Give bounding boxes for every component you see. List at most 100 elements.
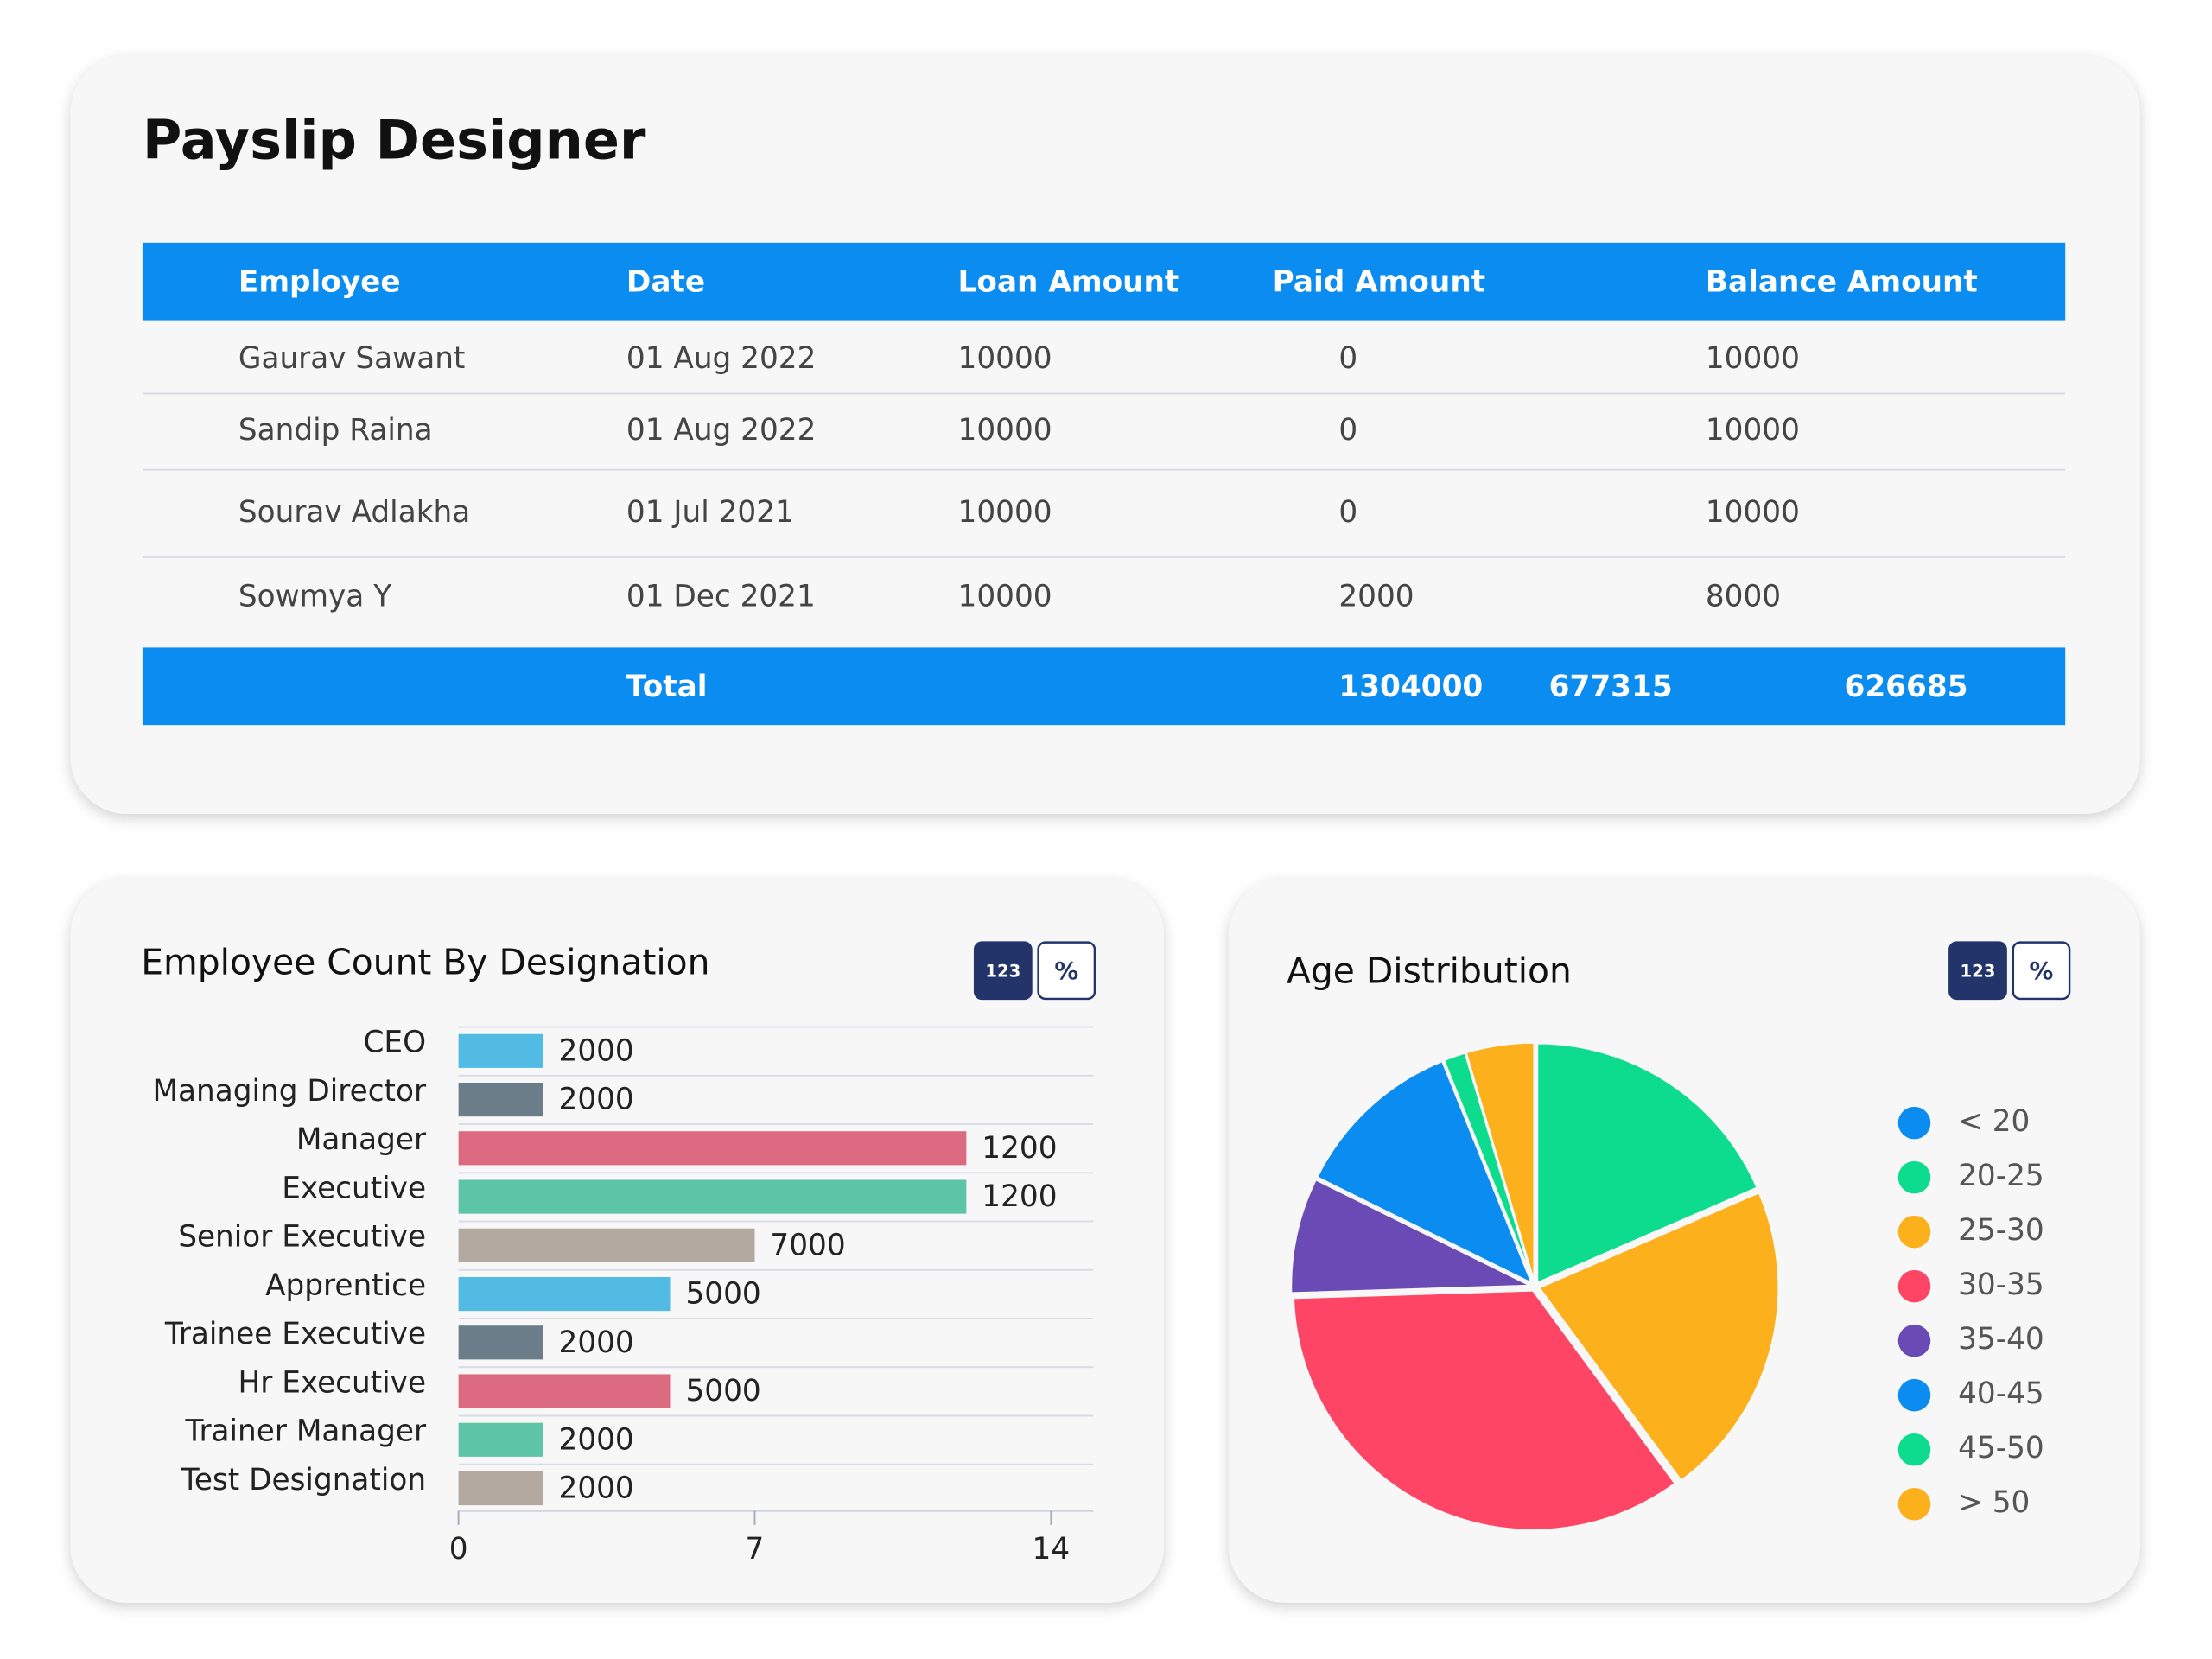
y-tick-label: Apprentice (265, 1268, 426, 1303)
column-header: Employee (238, 265, 401, 300)
legend-marker (1897, 1269, 1931, 1303)
table-cell: 0 (1338, 341, 1357, 376)
toggle-label[interactable]: % (1054, 957, 1078, 985)
value-label: 5000 (685, 1277, 760, 1312)
total-value: 1304000 (1338, 670, 1483, 704)
table-cell: 10000 (1706, 341, 1800, 376)
legend-marker (1897, 1160, 1931, 1194)
legend-marker (1897, 1324, 1931, 1357)
bar (458, 1374, 671, 1408)
toggle-button[interactable] (1948, 941, 2007, 1001)
toggle-label[interactable]: 123 (1961, 961, 1996, 981)
pie-slice (1292, 1289, 1677, 1532)
value-label: 2000 (559, 1422, 634, 1457)
value-label: 7000 (770, 1228, 845, 1262)
y-tick-label: Executive (282, 1171, 426, 1205)
table-cell: 10000 (958, 580, 1052, 614)
legend-marker (1897, 1106, 1931, 1140)
table-cell: 2000 (1338, 580, 1414, 614)
value-label: 2000 (559, 1471, 634, 1506)
y-tick-label: Trainee Executive (164, 1317, 426, 1351)
legend-label: < 20 (1958, 1104, 2030, 1139)
table-header-band (142, 242, 2066, 321)
value-label: 2000 (559, 1325, 634, 1360)
pie-slice (1315, 1059, 1535, 1286)
bar (458, 1082, 543, 1117)
table-cell: 10000 (958, 341, 1052, 376)
column-header: Date (626, 265, 705, 300)
y-tick-label: CEO (364, 1026, 427, 1060)
y-tick-label: Senior Executive (178, 1220, 426, 1255)
value-label: 2000 (559, 1083, 634, 1117)
toggle-button[interactable] (1037, 941, 1096, 1001)
bar (458, 1325, 543, 1360)
total-label: Total (626, 670, 708, 704)
bar (458, 1471, 543, 1506)
toggle-button[interactable] (2012, 941, 2071, 1001)
chart-title: Age Distribution (1287, 950, 1572, 992)
total-value: 626685 (1844, 670, 1967, 704)
value-label: 5000 (685, 1374, 760, 1408)
legend-label: 25-30 (1958, 1213, 2044, 1248)
x-tick-label: 0 (449, 1532, 468, 1567)
y-tick-label: Hr Executive (238, 1365, 426, 1400)
table-cell: 10000 (958, 413, 1052, 448)
legend-label: 40-45 (1958, 1376, 2044, 1411)
chart-title: Employee Count By Designation (141, 942, 709, 983)
pie-chart: Age Distribution 123 % < 20 20-25 25-30 30-35 3… (1287, 941, 2071, 1532)
table-cell: 01 Dec 2021 (626, 580, 816, 614)
pie-slice (1535, 1042, 1759, 1285)
legend-label: 35-40 (1958, 1322, 2044, 1357)
bar (458, 1422, 543, 1457)
legend-marker (1897, 1378, 1931, 1412)
legend-marker (1897, 1433, 1931, 1466)
toggle-button[interactable] (973, 941, 1033, 1001)
bar (458, 1179, 967, 1214)
legend-label: 45-50 (1958, 1431, 2044, 1465)
table-total-band (142, 647, 2066, 726)
legend-label: 20-25 (1958, 1159, 2044, 1193)
toggle-label[interactable]: 123 (985, 961, 1020, 981)
table-cell: 01 Jul 2021 (626, 495, 794, 530)
column-header: Balance Amount (1706, 265, 1978, 300)
y-tick-label: Manager (296, 1122, 427, 1157)
table-cell: Gaurav Sawant (238, 341, 465, 376)
legend-marker (1897, 1487, 1931, 1521)
value-label: 2000 (559, 1033, 634, 1068)
bar (458, 1276, 671, 1312)
column-header: Paid Amount (1273, 265, 1485, 300)
bar (458, 1228, 755, 1262)
table-cell: Sowmya Y (238, 580, 391, 614)
value-label: 1200 (982, 1179, 1057, 1214)
page-title: Payslip Designer (143, 109, 646, 172)
legend-label: 30-35 (1958, 1268, 2044, 1302)
table-cell: 10000 (958, 495, 1052, 530)
legend-marker (1897, 1215, 1931, 1249)
pie-slice (1464, 1041, 1535, 1283)
table-cell: 10000 (1706, 413, 1800, 448)
table-cell: 8000 (1706, 580, 1781, 614)
table: Employee Date Loan Amount Paid Amount Balanc… (142, 265, 2066, 704)
y-tick-label: Managing Director (152, 1074, 426, 1109)
y-tick-label: Test Designation (181, 1463, 426, 1497)
bar (458, 1033, 543, 1068)
x-tick-label: 14 (1033, 1532, 1071, 1567)
table-cell: 01 Aug 2022 (626, 413, 817, 448)
table-cell: 10000 (1706, 495, 1800, 530)
table-cell: 01 Aug 2022 (626, 341, 817, 376)
bar-chart: Employee Count By Designation 123 % CEO 2000… (141, 941, 1096, 1567)
toggle-label[interactable]: % (2030, 957, 2054, 985)
table-cell: Sandip Raina (238, 413, 433, 448)
x-tick-label: 7 (746, 1532, 765, 1567)
table-cell: 0 (1338, 413, 1357, 448)
legend-label: > 50 (1958, 1485, 2030, 1520)
total-value: 677315 (1549, 670, 1673, 704)
column-header: Loan Amount (958, 265, 1179, 300)
y-tick-label: Trainer Manager (185, 1414, 427, 1449)
pie-slice (1537, 1191, 1780, 1483)
pie-slice (1289, 1178, 1532, 1294)
bar (458, 1131, 967, 1166)
value-label: 1200 (982, 1131, 1057, 1166)
